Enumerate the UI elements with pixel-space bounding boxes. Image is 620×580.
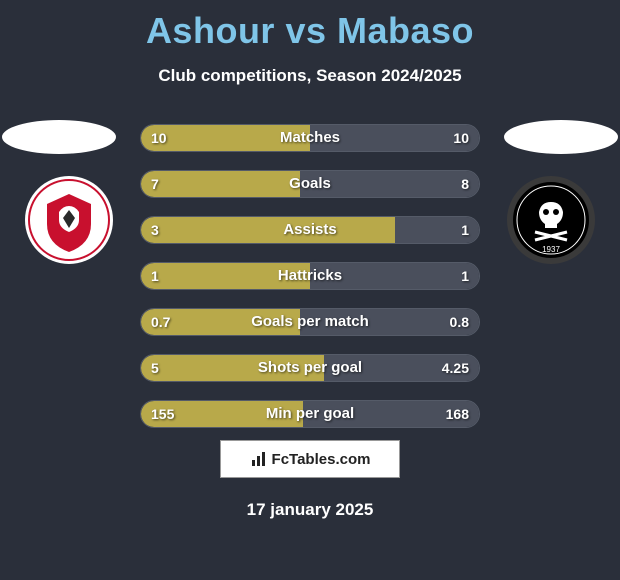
- stat-row: 155168Min per goal: [140, 400, 480, 428]
- brand-text: FcTables.com: [272, 451, 371, 468]
- club-crest-left: [25, 176, 113, 264]
- stat-row: 31Assists: [140, 216, 480, 244]
- vs-text: vs: [285, 10, 326, 51]
- subtitle: Club competitions, Season 2024/2025: [0, 66, 620, 86]
- player1-name: Ashour: [146, 10, 275, 51]
- al-ahly-crest-icon: [25, 176, 113, 264]
- stat-label: Shots per goal: [141, 355, 479, 381]
- club-crest-right: 1937: [507, 176, 595, 264]
- stat-row: 54.25Shots per goal: [140, 354, 480, 382]
- orlando-pirates-crest-icon: 1937: [513, 182, 589, 258]
- stat-row: 1010Matches: [140, 124, 480, 152]
- stat-row: 11Hattricks: [140, 262, 480, 290]
- footer-date: 17 january 2025: [0, 500, 620, 520]
- flag-left-ellipse: [2, 120, 116, 154]
- stat-label: Min per goal: [141, 401, 479, 427]
- player2-name: Mabaso: [337, 10, 474, 51]
- stats-comparison-bars: 1010Matches 78Goals 31Assists 11Hattricks 0.…: [140, 124, 480, 446]
- page-title: Ashour vs Mabaso: [0, 0, 620, 52]
- stat-label: Hattricks: [141, 263, 479, 289]
- crest-year: 1937: [542, 245, 560, 254]
- stat-label: Goals per match: [141, 309, 479, 335]
- stat-row: 0.70.8Goals per match: [140, 308, 480, 336]
- stat-label: Matches: [141, 125, 479, 151]
- flag-right-ellipse: [504, 120, 618, 154]
- chart-icon: [250, 450, 268, 468]
- brand-badge[interactable]: FcTables.com: [220, 440, 400, 478]
- stat-row: 78Goals: [140, 170, 480, 198]
- stat-label: Assists: [141, 217, 479, 243]
- stat-label: Goals: [141, 171, 479, 197]
